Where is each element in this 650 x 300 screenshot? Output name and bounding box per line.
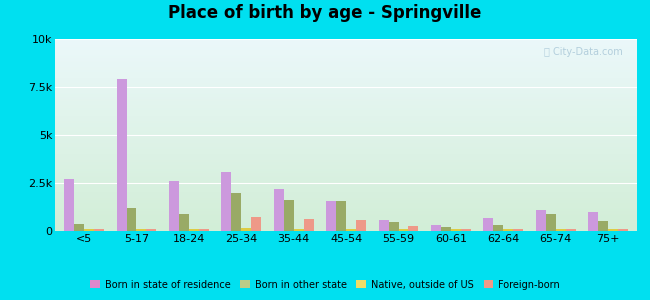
Bar	[304, 218, 314, 231]
Bar	[441, 227, 451, 231]
Bar	[493, 225, 503, 231]
Text: Place of birth by age - Springville: Place of birth by age - Springville	[168, 4, 482, 22]
Bar	[461, 230, 471, 231]
Bar	[484, 218, 493, 231]
Bar	[231, 193, 241, 231]
Bar	[326, 201, 336, 231]
Legend: Born in state of residence, Born in other state, Native, outside of US, Foreign-: Born in state of residence, Born in othe…	[86, 276, 564, 294]
Bar	[546, 214, 556, 231]
Bar	[514, 230, 523, 231]
Text: ⓘ City-Data.com: ⓘ City-Data.com	[543, 47, 623, 57]
Bar	[64, 179, 74, 231]
Bar	[608, 230, 618, 231]
Bar	[451, 230, 461, 231]
Bar	[566, 230, 576, 231]
Bar	[84, 230, 94, 231]
Bar	[294, 229, 304, 231]
Bar	[94, 230, 104, 231]
Bar	[588, 212, 598, 231]
Bar	[389, 222, 398, 231]
Bar	[179, 214, 189, 231]
Bar	[284, 200, 294, 231]
Bar	[241, 227, 252, 231]
Bar	[116, 79, 127, 231]
Bar	[398, 230, 408, 231]
Bar	[189, 229, 199, 231]
Bar	[536, 210, 546, 231]
Bar	[127, 208, 136, 231]
Bar	[618, 230, 628, 231]
Bar	[503, 230, 514, 231]
Bar	[356, 220, 366, 231]
Bar	[274, 189, 284, 231]
Bar	[336, 201, 346, 231]
Bar	[74, 224, 84, 231]
Bar	[408, 226, 419, 231]
Bar	[431, 225, 441, 231]
Bar	[222, 172, 231, 231]
Bar	[378, 220, 389, 231]
Bar	[252, 217, 261, 231]
Bar	[169, 181, 179, 231]
Bar	[136, 230, 146, 231]
Bar	[199, 229, 209, 231]
Bar	[556, 230, 566, 231]
Bar	[146, 229, 157, 231]
Bar	[598, 221, 608, 231]
Bar	[346, 230, 356, 231]
